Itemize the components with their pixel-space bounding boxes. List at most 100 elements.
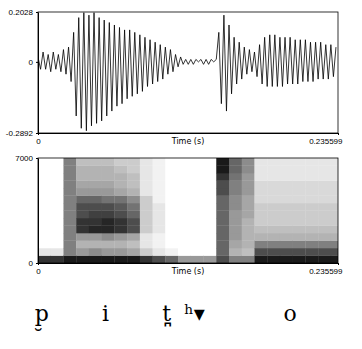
spectrogram-cell xyxy=(76,241,89,249)
spectrogram-cell xyxy=(153,218,166,226)
spectrogram-cell xyxy=(305,196,318,204)
y-tick: 7000 xyxy=(15,154,38,163)
spectrogram-cell xyxy=(242,226,255,234)
spectrogram-cell xyxy=(63,256,76,264)
y-axis: -0.289200.2028 xyxy=(6,8,39,138)
spectrogram-cell xyxy=(331,173,338,181)
spectrogram-cell xyxy=(38,166,51,174)
axis-line xyxy=(38,159,39,264)
spectrogram-cell xyxy=(229,181,242,189)
spectrogram-cell xyxy=(254,173,267,181)
spectrogram-cell xyxy=(293,248,306,256)
spectrogram-cell xyxy=(127,166,140,174)
spectrogram-cell xyxy=(305,188,318,196)
spectrogram-cell xyxy=(76,248,89,256)
spectrogram-cell xyxy=(114,211,127,219)
spectrogram-cell xyxy=(178,233,191,241)
spectrogram-cell xyxy=(153,173,166,181)
spectrogram-cell xyxy=(242,158,255,166)
spectrogram-cell xyxy=(102,233,115,241)
spectrogram-cell xyxy=(89,173,102,181)
tick-mark xyxy=(36,133,38,134)
spectrogram-cell xyxy=(191,158,204,166)
spectrogram-cell xyxy=(216,158,229,166)
spectrogram-cell xyxy=(114,188,127,196)
spectrogram-cell xyxy=(140,256,153,264)
spectrogram-cell xyxy=(267,226,280,234)
spectrogram-cell xyxy=(102,188,115,196)
spectrogram-cell xyxy=(89,218,102,226)
spectrogram-cell xyxy=(293,196,306,204)
spectrogram-cell xyxy=(242,256,255,264)
x-axis: 00.235599 xyxy=(36,133,343,146)
spectrogram-cell xyxy=(76,218,89,226)
spectrogram-cell xyxy=(305,226,318,234)
spectrogram-cell xyxy=(229,218,242,226)
spectrogram-cell xyxy=(165,218,178,226)
spectrogram-cell xyxy=(293,256,306,264)
spectrogram-cell xyxy=(254,158,267,166)
spectrogram-cell xyxy=(140,173,153,181)
spectrogram-cell xyxy=(254,196,267,204)
spectrogram-cell xyxy=(331,256,338,264)
spectrogram-cell xyxy=(51,203,64,211)
spectrogram-cell xyxy=(216,233,229,241)
spectrogram-cell xyxy=(204,181,217,189)
spectrogram-cell xyxy=(63,248,76,256)
spectrogram-cell xyxy=(293,166,306,174)
spectrogram-cell xyxy=(318,181,331,189)
spectrogram-cell xyxy=(89,226,102,234)
spectrogram-cell xyxy=(63,226,76,234)
spectrogram-cell xyxy=(293,203,306,211)
spectrogram-cell xyxy=(216,211,229,219)
spectrogram-cell xyxy=(331,226,338,234)
spectrogram-cell xyxy=(305,158,318,166)
spectrogram-cell xyxy=(51,241,64,249)
spectrogram-cell xyxy=(293,158,306,166)
tick-label: 0.235599 xyxy=(309,137,343,146)
spectrogram-cell xyxy=(293,188,306,196)
spectrogram-cell xyxy=(153,203,166,211)
spectrogram-cell xyxy=(63,181,76,189)
tick-mark xyxy=(38,263,39,265)
spectrogram-cell xyxy=(114,181,127,189)
spectrogram-cell xyxy=(127,196,140,204)
spectrogram-cell xyxy=(76,211,89,219)
spectrogram-cell xyxy=(267,181,280,189)
spectrogram-cell xyxy=(51,158,64,166)
tick-label: 0.235599 xyxy=(309,267,343,276)
spectrogram-cell xyxy=(140,241,153,249)
spectrogram-cell xyxy=(280,188,293,196)
spectrogram-cell xyxy=(229,173,242,181)
spectrogram-cell xyxy=(102,226,115,234)
spectrogram-cell xyxy=(178,181,191,189)
spectrogram-cell xyxy=(305,233,318,241)
spectrogram-cell xyxy=(165,241,178,249)
spectrogram-cell xyxy=(331,241,338,249)
spectrogram-cell xyxy=(254,211,267,219)
y-tick: 0 xyxy=(29,58,38,67)
spectrogram-cell xyxy=(178,166,191,174)
spectrogram-cell xyxy=(280,226,293,234)
spectrogram-cell xyxy=(267,188,280,196)
spectrogram-cell xyxy=(63,188,76,196)
spectrogram-cell xyxy=(51,166,64,174)
spectrogram-cell xyxy=(114,173,127,181)
spectrogram-cell xyxy=(293,181,306,189)
spectrogram-cell xyxy=(242,203,255,211)
spectrogram-cell xyxy=(204,233,217,241)
spectrogram-cell xyxy=(51,256,64,264)
tick-label: 0 xyxy=(29,259,34,268)
segment-label: t̪ xyxy=(162,301,171,327)
x-tick: 0.235599 xyxy=(309,133,343,146)
spectrogram-cell xyxy=(140,211,153,219)
spectrogram-cell xyxy=(178,188,191,196)
spectrogram-cell xyxy=(63,196,76,204)
spectrogram-cell xyxy=(254,241,267,249)
spectrogram-cell xyxy=(229,241,242,249)
spectrogram-cell xyxy=(178,218,191,226)
spectrogram-cell xyxy=(165,181,178,189)
spectrogram-cell xyxy=(305,241,318,249)
spectrogram-cell xyxy=(127,203,140,211)
spectrogram-cell xyxy=(305,181,318,189)
